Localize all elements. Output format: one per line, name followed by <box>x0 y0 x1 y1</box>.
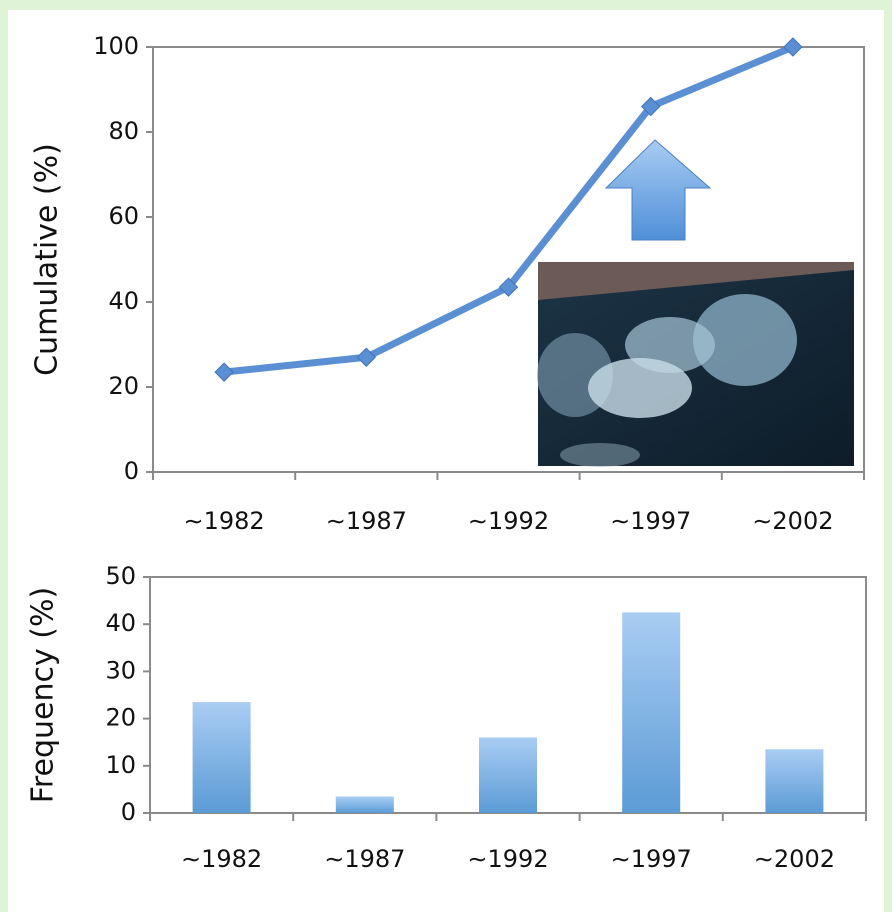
bar <box>622 612 680 813</box>
y-tick-label: 60 <box>108 202 139 230</box>
y-tick-label: 40 <box>105 609 136 637</box>
x-tick-label: ∼1982 <box>181 845 262 873</box>
bar <box>765 749 823 813</box>
y-tick-label: 10 <box>105 751 136 779</box>
x-tick-label: ∼1987 <box>326 507 407 535</box>
photo <box>537 262 854 467</box>
y-tick-label: 80 <box>108 117 139 145</box>
x-tick-label: ∼2002 <box>754 845 835 873</box>
y-tick-label: 50 <box>105 562 136 590</box>
y-tick-label: 0 <box>124 457 139 485</box>
x-tick-label: ∼1992 <box>467 845 548 873</box>
x-tick-label: ∼1982 <box>184 507 265 535</box>
page: 020406080100Cumulative (%)∼1982∼1987∼199… <box>0 0 892 912</box>
y-tick-label: 20 <box>108 372 139 400</box>
y-axis-label: Frequency (%) <box>26 587 61 803</box>
bar <box>193 702 251 813</box>
y-tick-label: 100 <box>93 32 139 60</box>
y-tick-label: 40 <box>108 287 139 315</box>
x-tick-label: ∼1992 <box>468 507 549 535</box>
y-tick-label: 30 <box>105 656 136 684</box>
x-tick-label: ∼1997 <box>611 845 692 873</box>
x-tick-label: ∼1997 <box>610 507 691 535</box>
bar <box>479 737 537 813</box>
x-tick-label: ∼1987 <box>324 845 405 873</box>
y-tick-label: 20 <box>105 704 136 732</box>
y-axis-label: Cumulative (%) <box>30 143 65 376</box>
bar <box>336 796 394 813</box>
y-tick-label: 0 <box>121 798 136 826</box>
x-tick-label: ∼2002 <box>752 507 833 535</box>
